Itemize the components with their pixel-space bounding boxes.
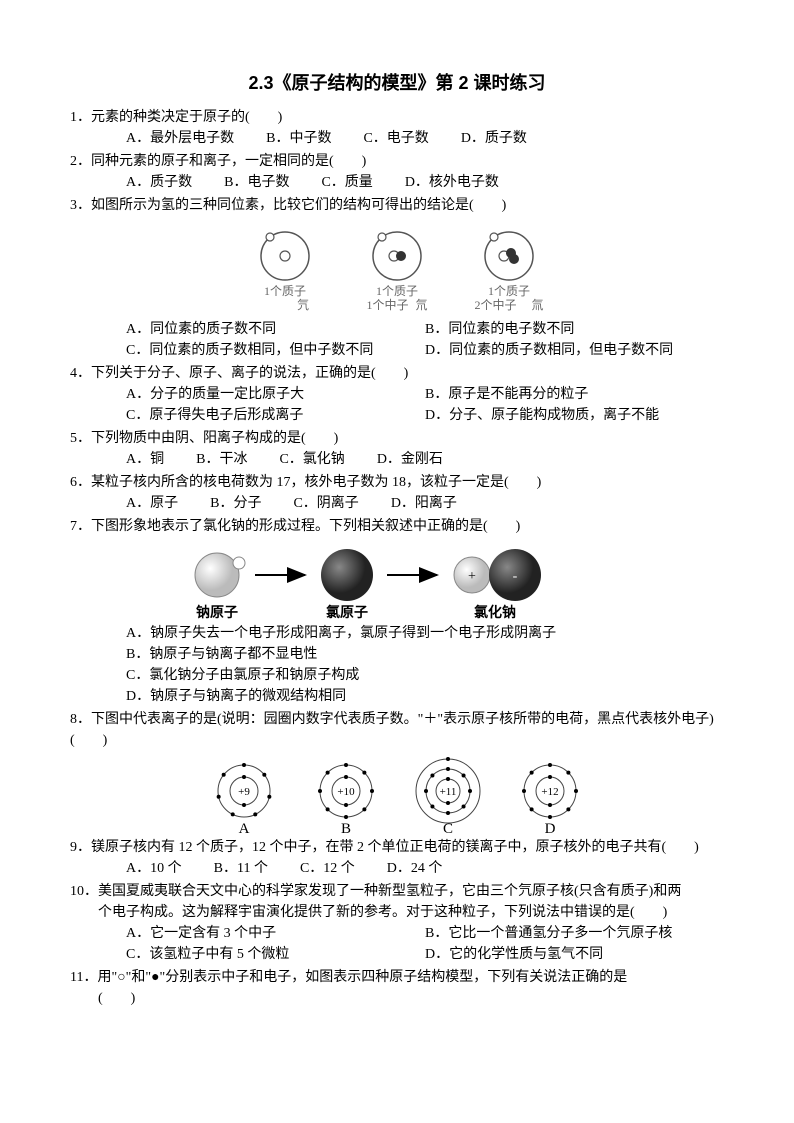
q7-figure: + - 钠原子 氯原子 氯化钠 <box>70 543 724 621</box>
svg-text:+: + <box>468 569 476 584</box>
q6-opt-b: B．分子 <box>210 493 261 514</box>
atom-icon: +11 C <box>409 757 487 835</box>
question-7: 7．下图形象地表示了氯化钠的形成过程。下列相关叙述中正确的是( ) + - 钠原… <box>70 516 724 707</box>
q9-opt-b: B．11 个 <box>214 858 268 879</box>
isotope-protium: 1个质子 氕 <box>249 222 321 313</box>
protium-icon <box>249 222 321 284</box>
svg-text:+10: +10 <box>337 786 355 798</box>
q4-opt-a: A．分子的质量一定比原子大 <box>126 384 425 405</box>
q8-figure-row: +9 A +10 B +11 C +12 D <box>70 757 724 835</box>
q10-opt-c: C．该氢粒子中有 5 个微粒 <box>126 944 425 965</box>
isotope-deuterium: 1个质子 1个中子 氘 <box>361 222 433 313</box>
question-2: 2．同种元素的原子和离子，一定相同的是( ) A．质子数 B．电子数 C．质量 … <box>70 151 724 193</box>
svg-text:氯原子: 氯原子 <box>326 604 368 621</box>
question-9: 9．镁原子核内有 12 个质子，12 个中子，在带 2 个单位正电荷的镁离子中，… <box>70 837 724 879</box>
q9-stem: 9．镁原子核内有 12 个质子，12 个中子，在带 2 个单位正电荷的镁离子中，… <box>70 837 724 858</box>
q10-opt-d: D．它的化学性质与氢气不同 <box>425 944 724 965</box>
q2-opt-d: D．核外电子数 <box>405 172 499 193</box>
deuterium-icon <box>361 222 433 284</box>
q10-opt-b: B．它比一个普通氢分子多一个氕原子核 <box>425 923 724 944</box>
svg-text:D: D <box>545 821 556 835</box>
q7-opt-d: D．钠原子与钠离子的微观结构相同 <box>126 686 724 707</box>
label-na: 钠原子 <box>196 604 238 621</box>
q1-opt-a: A．最外层电子数 <box>126 128 234 149</box>
question-6: 6．某粒子核内所含的核电荷数为 17，核外电子数为 18，该粒子一定是( ) A… <box>70 472 724 514</box>
q4-opt-d: D．分子、原子能构成物质，离子不能 <box>425 405 724 426</box>
q1-opt-c: C．电子数 <box>363 128 428 149</box>
q3-opt-b: B．同位素的电子数不同 <box>425 319 724 340</box>
q3-opt-d: D．同位素的质子数相同，但电子数不同 <box>425 340 724 361</box>
q5-opt-c: C．氯化钠 <box>279 449 344 470</box>
q7-opt-a: A．钠原子失去一个电子形成阳离子，氯原子得到一个电子形成阴离子 <box>126 623 724 644</box>
q1-opt-b: B．中子数 <box>266 128 331 149</box>
q7-stem: 7．下图形象地表示了氯化钠的形成过程。下列相关叙述中正确的是( ) <box>70 516 724 537</box>
q4-opt-b: B．原子是不能再分的粒子 <box>425 384 724 405</box>
question-3: 3．如图所示为氢的三种同位素，比较它们的结构可得出的结论是( ) 1个质子 氕 <box>70 195 724 361</box>
q8-stem1: 8．下图中代表离子的是(说明：园圈内数字代表质子数。"＋"表示原子核所带的电荷，… <box>70 709 724 751</box>
atom-icon: +9 A <box>205 757 283 835</box>
q10-stem2: 个电子构成。这为解释宇宙演化提供了新的参考。对于这种粒子，下列说法中错误的是( … <box>70 902 724 923</box>
q5-stem: 5．下列物质中由阴、阳离子构成的是( ) <box>70 428 724 449</box>
atom-diagram-D: +12 D <box>511 757 589 835</box>
svg-text:+9: +9 <box>238 786 250 798</box>
q6-opt-c: C．阴离子 <box>293 493 358 514</box>
svg-text:C: C <box>443 821 453 835</box>
atom-diagram-B: +10 B <box>307 757 385 835</box>
q2-opt-b: B．电子数 <box>224 172 289 193</box>
nacl-formation-icon: + - 钠原子 氯原子 氯化钠 <box>177 543 617 621</box>
svg-text:A: A <box>239 821 250 835</box>
q5-opt-a: A．铜 <box>126 449 164 470</box>
q1-stem: 1．元素的种类决定于原子的( ) <box>70 107 724 128</box>
atom-diagram-A: +9 A <box>205 757 283 835</box>
svg-text:-: - <box>513 569 518 584</box>
q3-figure-row: 1个质子 氕 1个质子 1个中子 氘 <box>70 222 724 313</box>
q6-opt-d: D．阳离子 <box>391 493 457 514</box>
atom-icon: +10 B <box>307 757 385 835</box>
q3-opt-c: C．同位素的质子数相同，但中子数不同 <box>126 340 425 361</box>
q10-opt-a: A．它一定含有 3 个中子 <box>126 923 425 944</box>
q5-opt-b: B．干冰 <box>196 449 247 470</box>
q2-opt-c: C．质量 <box>321 172 372 193</box>
isotope-tritium: 1个质子 2个中子 氚 <box>473 222 545 313</box>
q3-stem: 3．如图所示为氢的三种同位素，比较它们的结构可得出的结论是( ) <box>70 195 724 216</box>
q9-opt-d: D．24 个 <box>387 858 443 879</box>
q7-opt-c: C．氯化钠分子由氯原子和钠原子构成 <box>126 665 724 686</box>
protium-label: 1个质子 氕 <box>261 284 309 313</box>
q9-opt-c: C．12 个 <box>300 858 355 879</box>
q1-opt-d: D．质子数 <box>461 128 527 149</box>
deuterium-label: 1个质子 1个中子 氘 <box>366 284 427 313</box>
tritium-icon <box>473 222 545 284</box>
q11-stem2: ( ) <box>70 988 724 1009</box>
q6-opt-a: A．原子 <box>126 493 178 514</box>
svg-text:B: B <box>341 821 351 835</box>
question-11: 11．用"○"和"●"分别表示中子和电子，如图表示四种原子结构模型，下列有关说法… <box>70 967 724 1009</box>
atom-diagram-C: +11 C <box>409 757 487 835</box>
question-5: 5．下列物质中由阴、阳离子构成的是( ) A．铜 B．干冰 C．氯化钠 D．金刚… <box>70 428 724 470</box>
question-10: 10．美国夏威夷联合天文中心的科学家发现了一种新型氢粒子，它由三个氕原子核(只含… <box>70 881 724 965</box>
q7-opt-b: B．钠原子与钠离子都不显电性 <box>126 644 724 665</box>
q11-stem1: 11．用"○"和"●"分别表示中子和电子，如图表示四种原子结构模型，下列有关说法… <box>70 967 724 988</box>
question-1: 1．元素的种类决定于原子的( ) A．最外层电子数 B．中子数 C．电子数 D．… <box>70 107 724 149</box>
atom-icon: +12 D <box>511 757 589 835</box>
q3-opt-a: A．同位素的质子数不同 <box>126 319 425 340</box>
tritium-label: 1个质子 2个中子 氚 <box>474 284 543 313</box>
q6-stem: 6．某粒子核内所含的核电荷数为 17，核外电子数为 18，该粒子一定是( ) <box>70 472 724 493</box>
page-title: 2.3《原子结构的模型》第 2 课时练习 <box>70 70 724 97</box>
svg-text:+12: +12 <box>541 786 558 798</box>
question-4: 4．下列关于分子、原子、离子的说法，正确的是( ) A．分子的质量一定比原子大 … <box>70 363 724 426</box>
q2-opt-a: A．质子数 <box>126 172 192 193</box>
q5-opt-d: D．金刚石 <box>377 449 443 470</box>
svg-text:+11: +11 <box>440 786 457 798</box>
question-8: 8．下图中代表离子的是(说明：园圈内数字代表质子数。"＋"表示原子核所带的电荷，… <box>70 709 724 835</box>
q9-opt-a: A．10 个 <box>126 858 182 879</box>
q2-stem: 2．同种元素的原子和离子，一定相同的是( ) <box>70 151 724 172</box>
q4-opt-c: C．原子得失电子后形成离子 <box>126 405 425 426</box>
q10-stem1: 10．美国夏威夷联合天文中心的科学家发现了一种新型氢粒子，它由三个氕原子核(只含… <box>70 881 724 902</box>
svg-text:氯化钠: 氯化钠 <box>474 604 516 621</box>
q4-stem: 4．下列关于分子、原子、离子的说法，正确的是( ) <box>70 363 724 384</box>
